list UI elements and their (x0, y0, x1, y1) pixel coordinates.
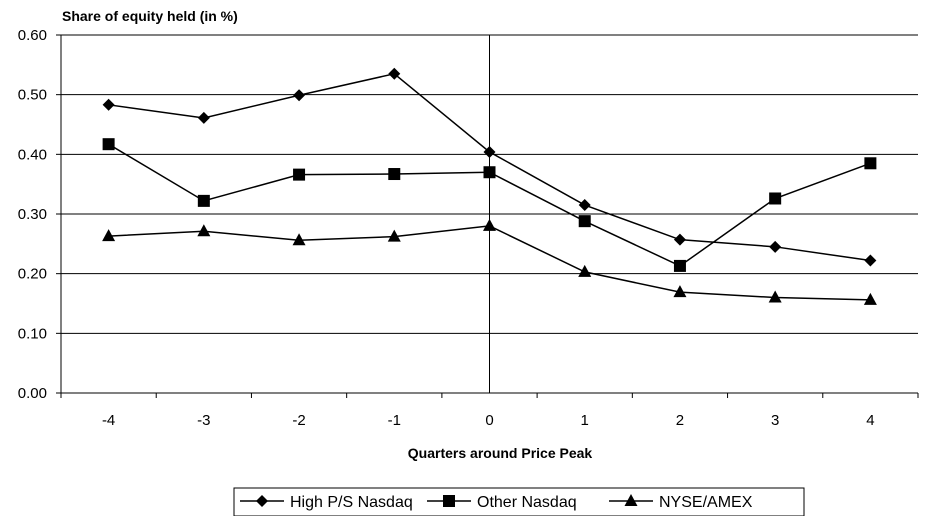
diamond-marker (769, 240, 782, 253)
legend-label: Other Nasdaq (477, 494, 577, 511)
y-tick-label: 0.00 (18, 385, 47, 402)
diamond-marker (293, 89, 306, 102)
square-marker (864, 157, 877, 170)
x-tick-label: -1 (388, 412, 401, 429)
diamond-marker (673, 233, 686, 246)
series-triangle (102, 218, 877, 305)
square-marker (673, 259, 686, 272)
triangle-marker (197, 224, 211, 237)
triangle-marker (387, 229, 401, 242)
x-tick-label: 4 (866, 412, 874, 429)
triangle-marker (673, 285, 687, 298)
diamond-marker (483, 145, 496, 158)
x-tick-labels: -4 -3 -2 -1 0 1 2 3 4 (102, 412, 875, 429)
square-marker (769, 192, 782, 205)
square-marker (443, 495, 455, 507)
y-tick-label: 0.50 (18, 87, 47, 104)
square-marker (388, 168, 401, 181)
x-tick-label: -4 (102, 412, 115, 429)
triangle-marker (578, 264, 592, 277)
y-tick-label: 0.60 (18, 27, 47, 44)
square-marker (102, 138, 115, 151)
diamond-marker (864, 254, 877, 267)
diamond-marker (388, 67, 401, 80)
diamond-marker (256, 495, 268, 507)
legend: High P/S Nasdaq Other Nasdaq NYSE/AMEX (233, 487, 805, 516)
triangle-marker (102, 229, 116, 242)
x-tick-label: 0 (485, 412, 493, 429)
y-tick-label: 0.20 (18, 266, 47, 283)
series-group (102, 67, 877, 305)
x-tick-label: -3 (197, 412, 210, 429)
triangle-marker (292, 233, 306, 246)
x-tick-label: 2 (676, 412, 684, 429)
x-axis-title: Quarters around Price Peak (408, 445, 593, 461)
square-marker (483, 166, 496, 179)
x-tick-label: -2 (292, 412, 305, 429)
y-tick-label: 0.30 (18, 206, 47, 223)
y-axis-title: Share of equity held (in %) (62, 8, 238, 24)
legend-label: NYSE/AMEX (659, 494, 753, 511)
x-tick-label: 1 (581, 412, 589, 429)
triangle-marker (863, 292, 877, 305)
diamond-marker (102, 98, 115, 111)
axes (56, 34, 919, 398)
legend-box (233, 487, 805, 516)
y-tick-label: 0.40 (18, 146, 47, 163)
y-tick-labels: 0.00 0.10 0.20 0.30 0.40 0.50 0.60 (18, 27, 47, 402)
x-tick-label: 3 (771, 412, 779, 429)
diamond-marker (197, 111, 210, 124)
series-diamond (102, 67, 877, 267)
triangle-marker (483, 218, 496, 231)
square-marker (197, 194, 210, 207)
diamond-marker (578, 199, 591, 212)
square-marker (293, 168, 306, 181)
series-square (102, 138, 877, 272)
triangle-marker (624, 494, 638, 506)
triangle-marker (768, 290, 782, 303)
legend-label: High P/S Nasdaq (290, 494, 413, 511)
y-tick-label: 0.10 (18, 325, 47, 342)
square-marker (578, 215, 591, 228)
